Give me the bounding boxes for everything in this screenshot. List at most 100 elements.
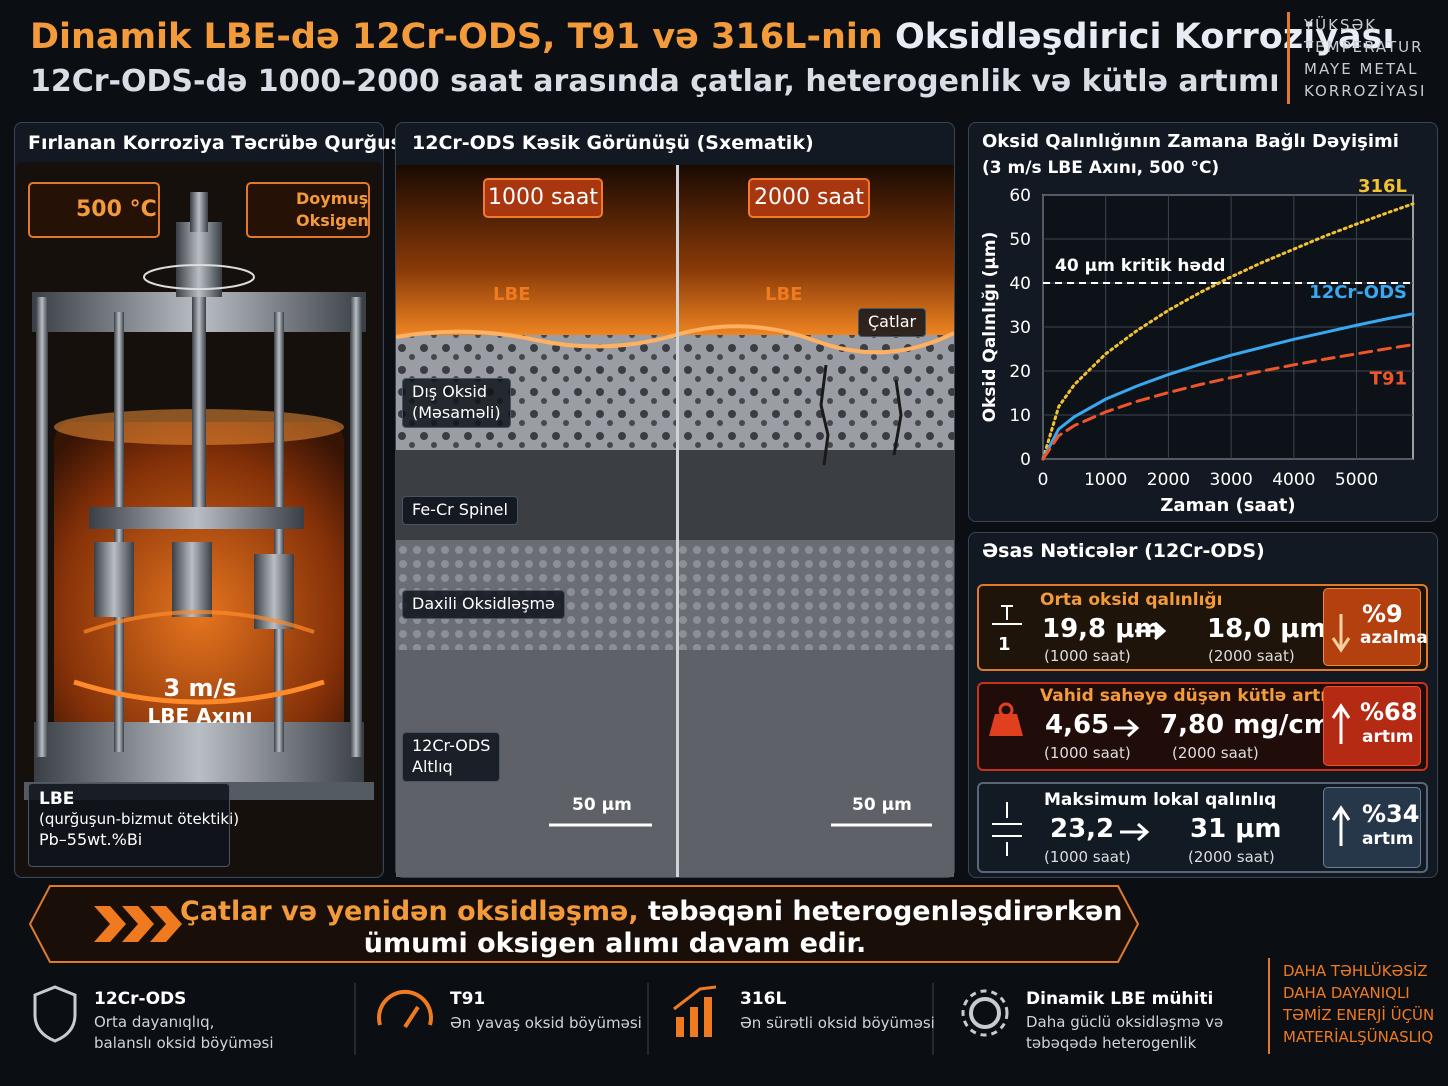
result-title: Maksimum lokal qalınlıq [1044, 790, 1277, 810]
lbe-label: LBE [765, 284, 803, 305]
result-to: 18,0 μm [1207, 614, 1327, 644]
x-tick-label: 5000 [1335, 470, 1378, 490]
chart: 0 10 20 30 40 50 60 0 1000 2000 3000 4000 5000 Zaman … [980, 176, 1415, 516]
footer-title: 316L [740, 989, 787, 1009]
tag-line: KORROZİYASI [1304, 82, 1427, 100]
series-label: 12Cr-ODS [1309, 282, 1407, 303]
lbe-title: LBE [39, 789, 75, 809]
y-tick-label: 10 [1009, 406, 1031, 426]
decor [676, 165, 679, 877]
result-note: (1000 saat) [1044, 744, 1131, 762]
layer-line: Altlıq [412, 756, 453, 776]
series-label: 316L [1358, 176, 1407, 197]
time-label: 2000 saat [748, 178, 870, 218]
flow-label: LBE Axını [147, 704, 253, 728]
decor [89, 507, 304, 529]
footer-line: Orta dayanıqlıq, [94, 1013, 215, 1031]
decor [989, 714, 1023, 736]
result-note: (2000 saat) [1208, 647, 1295, 665]
chart-title: Oksid Qalınlığının Zamana Bağlı Dəyişimi [982, 131, 1399, 152]
header-tag: YÜKSƏK TEMPERATUR MAYE METAL KORROZİYASI [1304, 14, 1426, 102]
y-tick-label: 50 [1009, 230, 1031, 250]
decor [274, 312, 284, 752]
result-note: (1000 saat) [1044, 647, 1131, 665]
flow-speed: 3 m/s [163, 674, 237, 702]
layer-line: 12Cr-ODS [412, 736, 491, 755]
tag-line: TEMPERATUR [1304, 38, 1424, 56]
result-title: Vahid sahəyə düşən kütlə artımı [1040, 686, 1350, 706]
tag-line: YÜKSƏK [1304, 16, 1378, 34]
decor [28, 885, 1140, 963]
decor [122, 906, 154, 942]
decor [1114, 718, 1140, 738]
decor [1331, 614, 1351, 653]
decor [114, 312, 124, 752]
footer-title: 12Cr-ODS [94, 989, 187, 1009]
decor [396, 450, 954, 540]
x-tick-label: 1000 [1084, 470, 1127, 490]
time-label: 1000 saat [483, 178, 603, 218]
result-icons [989, 605, 1351, 856]
oxygen-box: Doymuş Oksigen [246, 182, 370, 238]
oxygen-line: Doymuş [296, 189, 369, 208]
chart-subtitle: (3 m/s LBE Axını, 500 °C) [982, 158, 1220, 178]
y-tick-label: 30 [1009, 318, 1031, 338]
title-part: Oksidləşdirici Korroziyası [895, 17, 1395, 57]
decor [73, 679, 325, 705]
badge-value: %68 [1360, 698, 1418, 726]
decor [992, 802, 1022, 856]
lbe-comp: Pb–55wt.%Bi [39, 829, 143, 849]
x-tick-label: 3000 [1210, 470, 1253, 490]
decor [1331, 703, 1351, 744]
decor [704, 997, 712, 1037]
tag-line: MAYE METAL [1304, 60, 1419, 78]
decor [94, 906, 126, 942]
result-title: Orta oksid qalınlığı [1040, 590, 1223, 610]
result-to: 31 μm [1190, 814, 1282, 844]
decor [969, 997, 1001, 1029]
layer-label: 12Cr-ODS Altlıq [402, 732, 501, 782]
lbe-label: LBE [493, 284, 531, 305]
decor [83, 610, 315, 634]
temp: 500 °C [76, 197, 157, 222]
decor [176, 222, 222, 297]
lbe-box: LBE (qurğuşun-bizmut ötektiki) Pb–55wt.%Bi [28, 783, 240, 867]
footer-line: Ən yavaş oksid böyüməsi [450, 1014, 642, 1032]
decor [403, 1005, 420, 1029]
badge [1323, 787, 1421, 868]
decor [676, 997, 712, 1037]
tag-line: MATERİALŞÜNASLIQ [1283, 1028, 1434, 1046]
lbe-desc: (qurğuşun-bizmut ötektiki) [39, 810, 240, 829]
layer-label: Fe-Cr Spinel [402, 496, 518, 525]
footer-text: Daha güclü oksidləşmə və təbəqədə heterog… [1026, 1012, 1223, 1054]
y-tick-label: 40 [1009, 274, 1031, 294]
series-line [1041, 312, 1415, 461]
footer-line: Daha güclü oksidləşmə və [1026, 1013, 1224, 1031]
badge-text: artım [1362, 727, 1414, 747]
decor [673, 985, 717, 1011]
decor [998, 702, 1014, 718]
decor [676, 1017, 684, 1037]
footer-title: T91 [450, 989, 486, 1009]
banner-text: Çatlar və yenidən oksidləşmə, təbəqəni h… [180, 896, 1123, 960]
series-line [1041, 343, 1415, 461]
x-tick-label: 2000 [1147, 470, 1190, 490]
decor [150, 906, 182, 942]
footer-line: təbəqədə heterogenlik [1026, 1034, 1197, 1052]
y-tick-label: 60 [1009, 186, 1031, 206]
scale-label: 50 μm [852, 795, 912, 815]
panel-title: 12Cr-ODS Kəsik Görünüşü (Sxematik) [412, 132, 814, 154]
x-tick-label: 4000 [1272, 470, 1315, 490]
banner-shape [28, 885, 1140, 963]
footer-tag: DAHA TƏHLÜKƏSİZ DAHA DAYANIQLI TƏMİZ ENERJ… [1283, 960, 1434, 1048]
result-from: 23,2 [1050, 814, 1115, 844]
temp-box: 500 °C [28, 182, 160, 238]
badge-text: azalma [1360, 628, 1428, 648]
decor [992, 605, 1022, 625]
decor [354, 983, 934, 1055]
layer-line: (Məsaməli) [412, 402, 501, 422]
tag-line: DAHA TƏHLÜKƏSİZ [1283, 962, 1428, 980]
x-tick-label: 0 [1038, 470, 1049, 490]
footer-text: Orta dayanıqlıq, balanslı oksid böyüməsi [94, 1012, 274, 1054]
